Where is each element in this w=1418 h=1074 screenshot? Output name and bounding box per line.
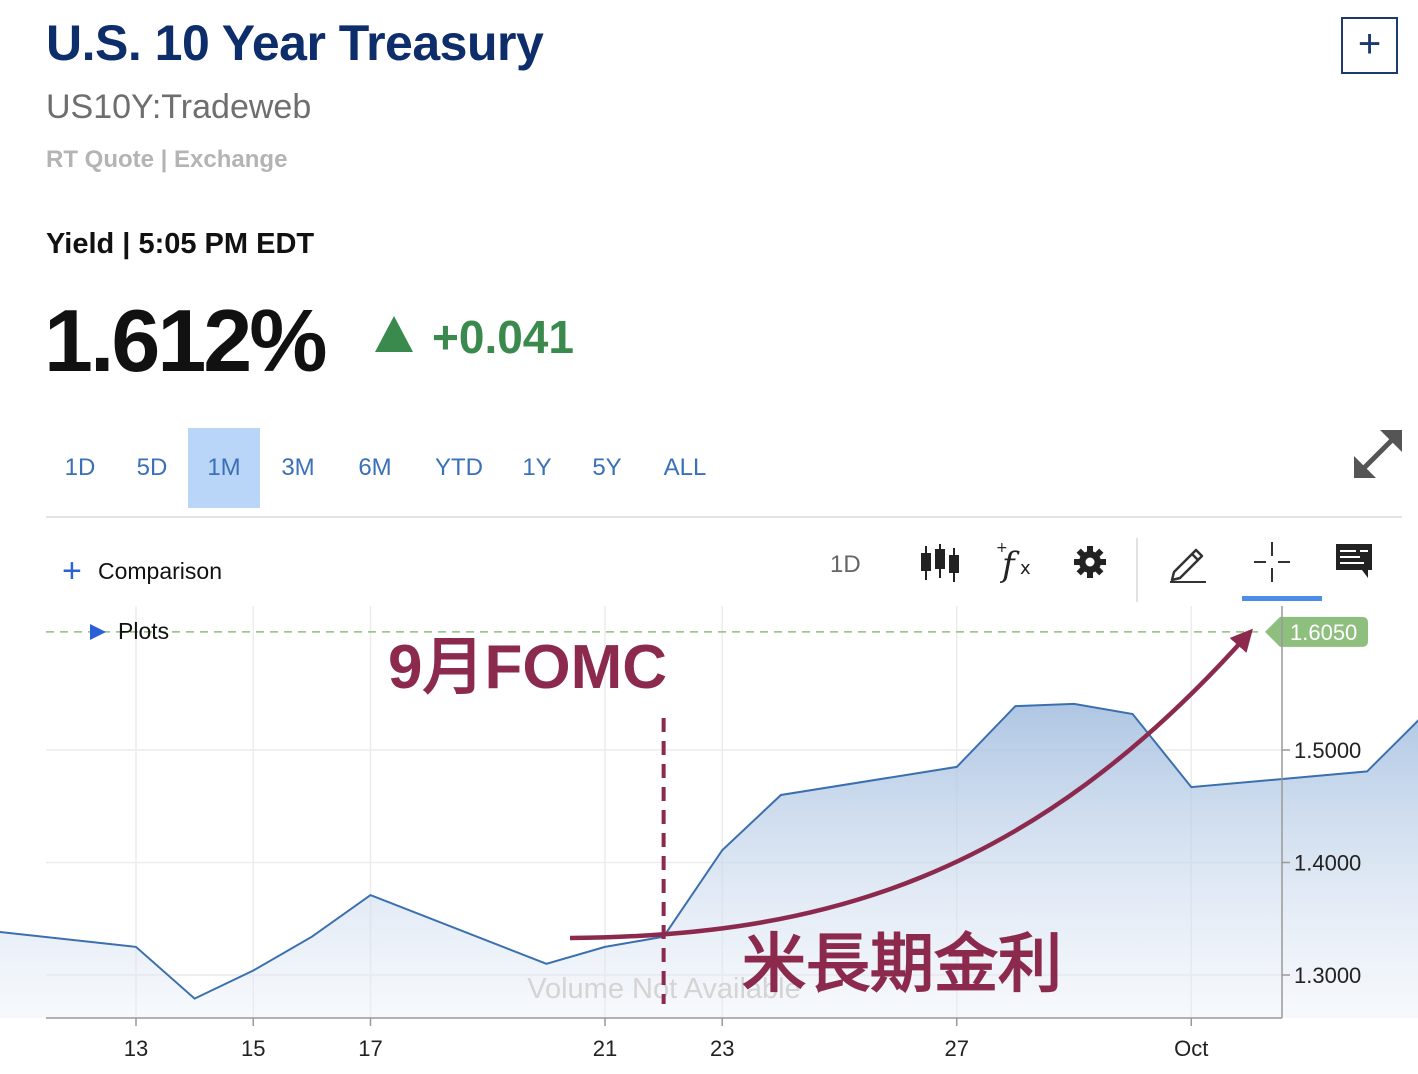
page-title: U.S. 10 Year Treasury <box>46 15 544 71</box>
range-tab-ytd[interactable]: YTD <box>435 454 483 481</box>
y-tick-label-1: 1.4000 <box>1294 851 1361 876</box>
section-divider <box>46 516 1402 518</box>
x-tick-label-0: 13 <box>124 1036 148 1061</box>
x-tick-label-4: 23 <box>710 1036 734 1061</box>
x-tick-label-6: Oct <box>1174 1036 1208 1061</box>
trend-annotation: 米長期金利 <box>742 928 1062 1002</box>
interval-selector[interactable]: 1D <box>830 551 861 578</box>
last-value-label: 1.6050 <box>1290 620 1357 645</box>
candlestick-icon[interactable] <box>918 540 962 584</box>
range-tab-6m[interactable]: 6M <box>358 454 392 481</box>
quote-meta: RT Quote | Exchange <box>46 146 288 173</box>
yield-value: 1.612% <box>44 291 327 390</box>
range-tab-5d[interactable]: 5D <box>136 454 168 481</box>
x-tick-label-2: 17 <box>358 1036 382 1061</box>
comparison-button[interactable]: Comparison <box>98 558 222 584</box>
crosshair-icon[interactable] <box>1250 540 1294 584</box>
symbol-label: US10Y:Tradeweb <box>46 88 312 126</box>
last-value-badge <box>1265 616 1368 647</box>
range-tab-5y[interactable]: 5Y <box>592 454 622 481</box>
x-tick-label-5: 27 <box>945 1036 969 1061</box>
yield-area-fill <box>0 703 1418 1018</box>
function-icon[interactable]: + f x <box>994 540 1038 584</box>
plots-label: Plots <box>118 618 169 644</box>
fomc-annotation: 9月FOMC <box>388 633 667 702</box>
yield-line <box>0 702 1418 1000</box>
range-tab-3m[interactable]: 3M <box>281 454 315 481</box>
y-tick-label-0: 1.5000 <box>1294 738 1361 763</box>
toolbar-separator <box>1136 538 1138 602</box>
svg-text:+: + <box>996 540 1008 556</box>
gear-icon[interactable] <box>1068 540 1112 584</box>
yield-label: Yield | 5:05 PM EDT <box>46 228 315 260</box>
add-to-watchlist-button[interactable]: + <box>1341 17 1398 74</box>
range-tab-1m[interactable]: 1M <box>188 428 260 508</box>
yield-chart[interactable]: 1.6050 1.5000 1.4000 1.3000 13 15 17 21 23 27 Oc… <box>0 600 1418 1074</box>
pencil-icon[interactable] <box>1166 540 1210 584</box>
up-arrow-icon <box>375 316 413 352</box>
svg-text:f: f <box>999 545 1020 584</box>
y-axis: 1.5000 1.4000 1.3000 <box>1282 738 1361 988</box>
active-tool-indicator <box>1242 596 1322 601</box>
range-tab-1y[interactable]: 1Y <box>522 454 552 481</box>
x-axis: 131517212327Oct57 <box>124 1018 1208 1061</box>
y-tick-label-2: 1.3000 <box>1294 963 1361 988</box>
trend-arrow <box>569 628 1253 941</box>
x-tick-label-1: 15 <box>241 1036 265 1061</box>
range-tab-1d[interactable]: 1D <box>64 454 96 481</box>
range-tab-all[interactable]: ALL <box>663 454 707 481</box>
change-value: +0.041 <box>432 311 574 363</box>
svg-text:x: x <box>1020 558 1031 579</box>
comment-icon[interactable] <box>1334 540 1378 584</box>
x-tick-label-3: 21 <box>593 1036 617 1061</box>
comparison-plus-icon[interactable]: + <box>62 552 82 590</box>
plots-expand-icon <box>90 624 106 640</box>
expand-icon[interactable] <box>1350 426 1406 482</box>
